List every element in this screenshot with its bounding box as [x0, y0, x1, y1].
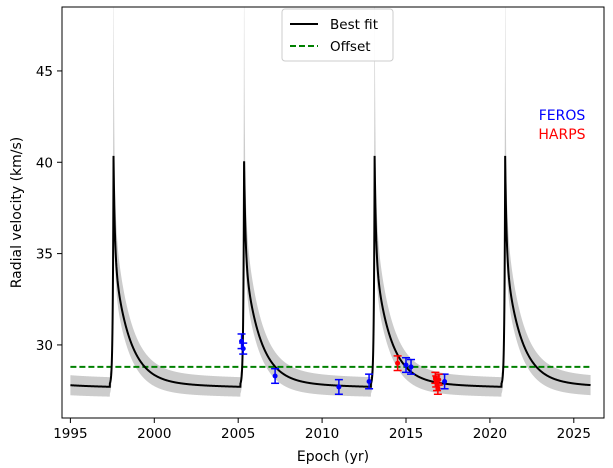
feros-point-6: [407, 358, 416, 375]
y-tick-label-45: 45: [36, 64, 53, 80]
feros-point-5: [401, 356, 410, 374]
feros-point-3: [334, 378, 343, 396]
y-axis-label: Radial velocity (km/s): [9, 137, 25, 289]
data-points-layer: [237, 333, 449, 396]
legend-label-best-fit: Best fit: [330, 17, 378, 33]
harps-marker: [395, 360, 401, 366]
feros-marker: [336, 384, 342, 390]
feros-marker: [272, 373, 278, 379]
y-axis-ticks: 30 35 40 45: [36, 64, 62, 354]
feros-marker: [240, 346, 246, 352]
feros-point-7: [440, 373, 449, 390]
x-tick-label-1995: 1995: [53, 426, 87, 442]
harps-point-0: [393, 355, 402, 372]
x-axis-ticks: 1995 2000 2005 2010 2015 2020 2025: [53, 418, 591, 442]
x-tick-label-2025: 2025: [557, 426, 591, 442]
feros-point-1: [239, 342, 248, 355]
y-tick-label-40: 40: [36, 155, 53, 171]
feros-point-4: [365, 373, 374, 390]
x-tick-label-2010: 2010: [305, 426, 339, 442]
legend-box: [281, 8, 394, 62]
harps-marker: [436, 377, 442, 383]
x-tick-label-2005: 2005: [221, 426, 255, 442]
x-tick-label-2015: 2015: [389, 426, 423, 442]
feros-marker: [442, 378, 448, 384]
harps-point-5: [434, 373, 443, 386]
feros-marker: [403, 362, 409, 368]
feros-marker: [366, 378, 372, 384]
feros-point-2: [271, 367, 280, 385]
instrument-label-harps: HARPS: [538, 127, 585, 143]
x-tick-label-2020: 2020: [473, 426, 507, 442]
feros-marker: [408, 364, 414, 370]
y-tick-label-35: 35: [36, 247, 53, 263]
harps-marker: [435, 386, 441, 392]
x-axis-label: Epoch (yr): [297, 449, 369, 465]
x-tick-label-2000: 2000: [137, 426, 171, 442]
uncertainty-band-layer: [70, 7, 591, 397]
best-fit-layer: [70, 155, 591, 388]
y-tick-label-30: 30: [36, 338, 53, 354]
uncertainty-band: [70, 7, 591, 397]
legend: Best fit Offset: [281, 8, 394, 62]
best-fit-curve: [70, 155, 591, 388]
plot-frame: [61, 6, 605, 419]
instrument-label-feros: FEROS: [539, 108, 586, 124]
legend-label-offset: Offset: [330, 39, 371, 55]
